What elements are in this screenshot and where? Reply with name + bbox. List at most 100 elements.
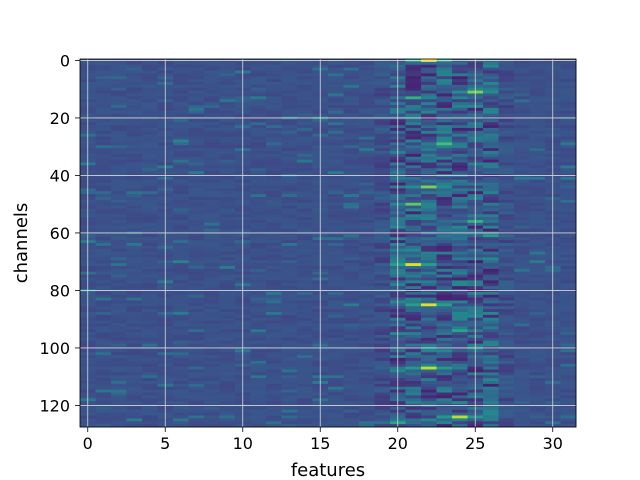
heatmap-cell — [529, 398, 546, 402]
heatmap-cell — [266, 245, 282, 250]
heatmap-cell — [498, 355, 515, 359]
heatmap-cell — [436, 133, 453, 138]
heatmap-cell — [250, 185, 267, 189]
heatmap-cell — [405, 240, 422, 244]
heatmap-cell — [188, 395, 205, 399]
heatmap-cell — [173, 291, 189, 296]
heatmap-cell — [297, 153, 313, 158]
heatmap-cell — [421, 251, 437, 255]
heatmap-cell — [498, 424, 515, 428]
heatmap-cell — [514, 61, 530, 66]
heatmap-cell — [250, 122, 267, 126]
heatmap-cell — [204, 211, 220, 215]
heatmap-cell — [204, 300, 220, 304]
heatmap-cell — [498, 159, 515, 163]
heatmap-cell — [173, 366, 189, 370]
heatmap-cell — [374, 300, 391, 304]
heatmap-cell — [529, 211, 546, 215]
heatmap-cell — [405, 329, 422, 333]
heatmap-cell — [498, 194, 515, 198]
heatmap-cell — [359, 383, 375, 388]
heatmap-cell — [204, 381, 220, 385]
heatmap-cell — [374, 312, 391, 316]
heatmap-cell — [405, 205, 422, 209]
heatmap-cell — [188, 277, 205, 281]
heatmap-cell — [111, 99, 127, 103]
heatmap-cell — [359, 76, 375, 80]
heatmap-cell — [281, 271, 298, 276]
heatmap-cell — [328, 291, 344, 296]
heatmap-cell — [95, 222, 112, 227]
heatmap-cell — [421, 73, 437, 77]
heatmap-cell — [219, 271, 236, 276]
plot-frame — [79, 58, 577, 428]
heatmap-cell — [529, 280, 546, 284]
heatmap-cell — [359, 70, 375, 74]
heatmap-cell — [483, 421, 499, 425]
heatmap-cell — [483, 412, 499, 416]
heatmap-cell — [343, 389, 360, 393]
heatmap-cell — [374, 99, 391, 103]
heatmap-cell — [111, 412, 127, 416]
heatmap-cell — [95, 360, 112, 365]
heatmap-cell — [142, 168, 158, 172]
heatmap-cell — [95, 309, 112, 313]
heatmap-cell — [281, 76, 298, 80]
heatmap-cell — [374, 194, 391, 198]
heatmap-cell — [514, 99, 530, 103]
heatmap-cell — [204, 93, 220, 97]
heatmap-cell — [204, 257, 220, 261]
heatmap-cell — [126, 349, 143, 353]
heatmap-cell — [204, 122, 220, 126]
heatmap-cell — [452, 306, 468, 310]
heatmap-cell — [483, 145, 499, 149]
heatmap-cell — [359, 329, 375, 333]
heatmap-cell — [560, 130, 577, 135]
heatmap-cell — [560, 280, 577, 284]
heatmap-cell — [250, 332, 267, 336]
heatmap-cell — [560, 248, 577, 253]
heatmap-cell — [343, 73, 360, 77]
heatmap-cell — [142, 283, 158, 287]
heatmap-cell — [405, 271, 422, 276]
heatmap-cell — [188, 401, 205, 405]
heatmap-cell — [173, 248, 189, 253]
heatmap-cell — [405, 243, 422, 247]
heatmap-cell — [343, 105, 360, 109]
heatmap-cell — [343, 225, 360, 230]
heatmap-cell — [297, 82, 313, 86]
heatmap-cell — [328, 254, 344, 258]
heatmap-cell — [421, 326, 437, 330]
heatmap-cell — [250, 254, 267, 258]
heatmap-cell — [529, 176, 546, 181]
heatmap-cell — [95, 418, 112, 422]
heatmap-cell — [436, 280, 453, 284]
heatmap-cell — [188, 220, 205, 224]
heatmap-cell — [498, 165, 515, 169]
heatmap-cell — [219, 61, 236, 66]
heatmap-cell — [204, 375, 220, 379]
heatmap-cell — [250, 188, 267, 192]
heatmap-cell — [514, 70, 530, 74]
heatmap-cell — [219, 139, 236, 143]
heatmap-cell — [359, 151, 375, 155]
heatmap-cell — [126, 335, 143, 339]
heatmap-cell — [452, 136, 468, 140]
heatmap-cell — [173, 317, 189, 322]
heatmap-cell — [328, 102, 344, 106]
heatmap-cell — [281, 199, 298, 204]
heatmap-cell — [111, 409, 127, 414]
heatmap-cell — [111, 107, 127, 112]
heatmap-cell — [219, 297, 236, 301]
heatmap-cell — [95, 171, 112, 175]
heatmap-cell — [142, 240, 158, 244]
heatmap-cell — [250, 366, 267, 370]
heatmap-cell — [173, 306, 189, 310]
heatmap-cell — [219, 251, 236, 255]
heatmap-cell — [297, 182, 313, 186]
heatmap-cell — [281, 378, 298, 382]
heatmap-cell — [560, 363, 577, 368]
heatmap-cell — [297, 409, 313, 414]
heatmap-cell — [173, 286, 189, 290]
heatmap-cell — [498, 386, 515, 391]
